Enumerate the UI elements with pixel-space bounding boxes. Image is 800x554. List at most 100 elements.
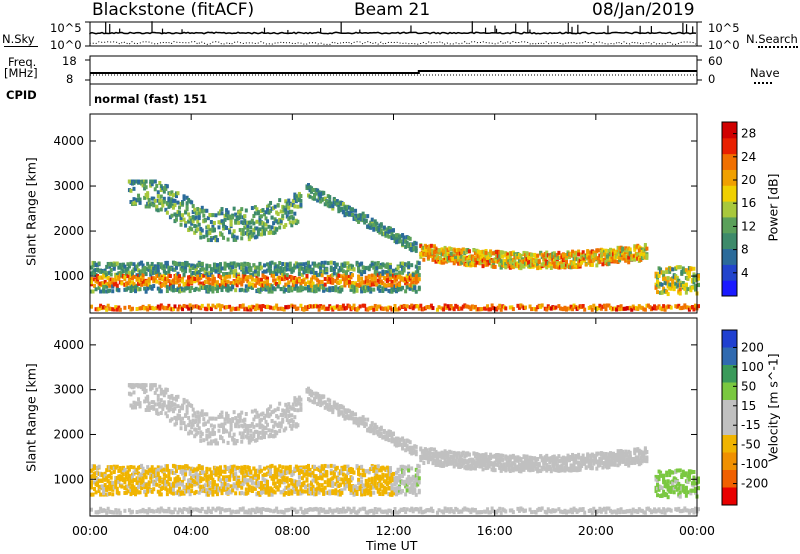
velocity-data-cell — [149, 509, 153, 514]
power-data-cell — [545, 259, 549, 264]
power-data-cell — [256, 265, 260, 270]
power-data-cell — [539, 265, 543, 270]
power-data-cell — [259, 287, 263, 292]
power-data-cell — [208, 282, 212, 287]
power-data-cell — [534, 255, 538, 260]
power-data-cell — [308, 188, 312, 193]
velocity-data-cell — [106, 479, 110, 484]
power-data-cell — [680, 306, 684, 311]
velocity-data-cell — [229, 484, 233, 489]
power-data-cell — [96, 274, 100, 279]
velocity-data-cell — [144, 408, 148, 413]
power-data-cell — [428, 250, 432, 255]
power-data-cell — [167, 204, 171, 209]
power-data-cell — [206, 224, 210, 229]
power-data-cell — [378, 284, 382, 289]
velocity-data-cell — [112, 510, 116, 515]
power-data-cell — [252, 305, 256, 310]
power-data-cell — [335, 280, 339, 285]
power-data-cell — [489, 249, 493, 254]
power-data-cell — [346, 280, 350, 285]
power-data-cell — [517, 264, 521, 269]
power-data-cell — [307, 304, 311, 309]
power-data-cell — [344, 281, 348, 286]
velocity-data-cell — [208, 434, 212, 439]
power-data-cell — [572, 253, 576, 258]
power-data-cell — [458, 261, 462, 266]
power-data-cell — [654, 274, 658, 279]
power-data-cell — [372, 282, 376, 287]
power-data-cell — [244, 277, 248, 282]
power-data-cell — [307, 183, 311, 188]
power-data-cell — [625, 257, 629, 262]
power-data-cell — [291, 279, 295, 284]
velocity-data-cell — [291, 486, 295, 491]
velocity-data-cell — [137, 471, 141, 476]
power-data-cell — [190, 218, 194, 223]
power-data-cell — [185, 261, 189, 266]
velocity-data-cell — [343, 416, 347, 421]
velocity-data-cell — [316, 507, 320, 512]
velocity-data-cell — [184, 413, 188, 418]
velocity-data-cell — [150, 400, 154, 405]
velocity-data-cell — [246, 424, 250, 429]
velocity-data-cell — [250, 409, 254, 414]
power-data-cell — [395, 272, 399, 277]
power-data-cell — [425, 252, 429, 257]
velocity-data-cell — [168, 489, 172, 494]
power-data-cell — [171, 203, 175, 208]
power-data-cell — [508, 265, 512, 270]
power-data-cell — [404, 277, 408, 282]
velocity-data-cell — [140, 485, 144, 490]
velocity-data-cell — [165, 509, 169, 514]
power-data-cell — [299, 265, 303, 270]
velocity-data-cell — [123, 490, 127, 495]
power-data-cell — [141, 266, 145, 271]
power-data-cell — [282, 277, 286, 282]
power-data-cell — [185, 195, 189, 200]
power-data-cell — [654, 285, 658, 290]
velocity-data-cell — [165, 464, 169, 469]
velocity-data-cell — [150, 383, 154, 388]
power-data-cell — [656, 279, 660, 284]
power-data-cell — [117, 288, 121, 293]
power-data-cell — [222, 278, 226, 283]
power-data-cell — [549, 254, 553, 259]
velocity-data-cell — [211, 506, 215, 511]
power-data-cell — [326, 275, 330, 280]
power-data-cell — [223, 261, 227, 266]
power-data-cell — [144, 306, 148, 311]
power-data-cell — [211, 224, 215, 229]
velocity-data-cell — [170, 417, 174, 422]
power-data-cell — [262, 269, 266, 274]
power-data-cell — [311, 267, 315, 272]
power-data-cell — [314, 276, 318, 281]
power-data-cell — [164, 305, 168, 310]
velocity-data-cell — [197, 508, 201, 513]
power-data-cell — [481, 258, 485, 263]
power-data-cell — [111, 262, 115, 267]
power-data-cell — [267, 285, 271, 290]
power-data-cell — [118, 273, 122, 278]
power-data-cell — [360, 261, 364, 266]
power-data-cell — [253, 266, 257, 271]
velocity-data-cell — [343, 467, 347, 472]
velocity-data-cell — [129, 510, 133, 515]
velocity-data-cell — [276, 415, 280, 420]
power-data-cell — [381, 262, 385, 267]
power-data-cell — [429, 243, 433, 248]
velocity-data-cell — [181, 490, 185, 495]
velocity-data-cell — [146, 394, 150, 399]
velocity-data-cell — [190, 422, 194, 427]
power-data-cell — [361, 218, 365, 223]
power-data-cell — [246, 269, 250, 274]
power-data-cell — [551, 251, 555, 256]
power-data-cell — [569, 304, 573, 309]
power-data-cell — [501, 304, 505, 309]
power-data-cell — [473, 263, 477, 268]
power-data-cell — [493, 251, 497, 256]
power-data-cell — [147, 278, 151, 283]
power-data-cell — [215, 289, 219, 294]
velocity-data-cell — [288, 467, 292, 472]
power-data-cell — [270, 289, 274, 294]
